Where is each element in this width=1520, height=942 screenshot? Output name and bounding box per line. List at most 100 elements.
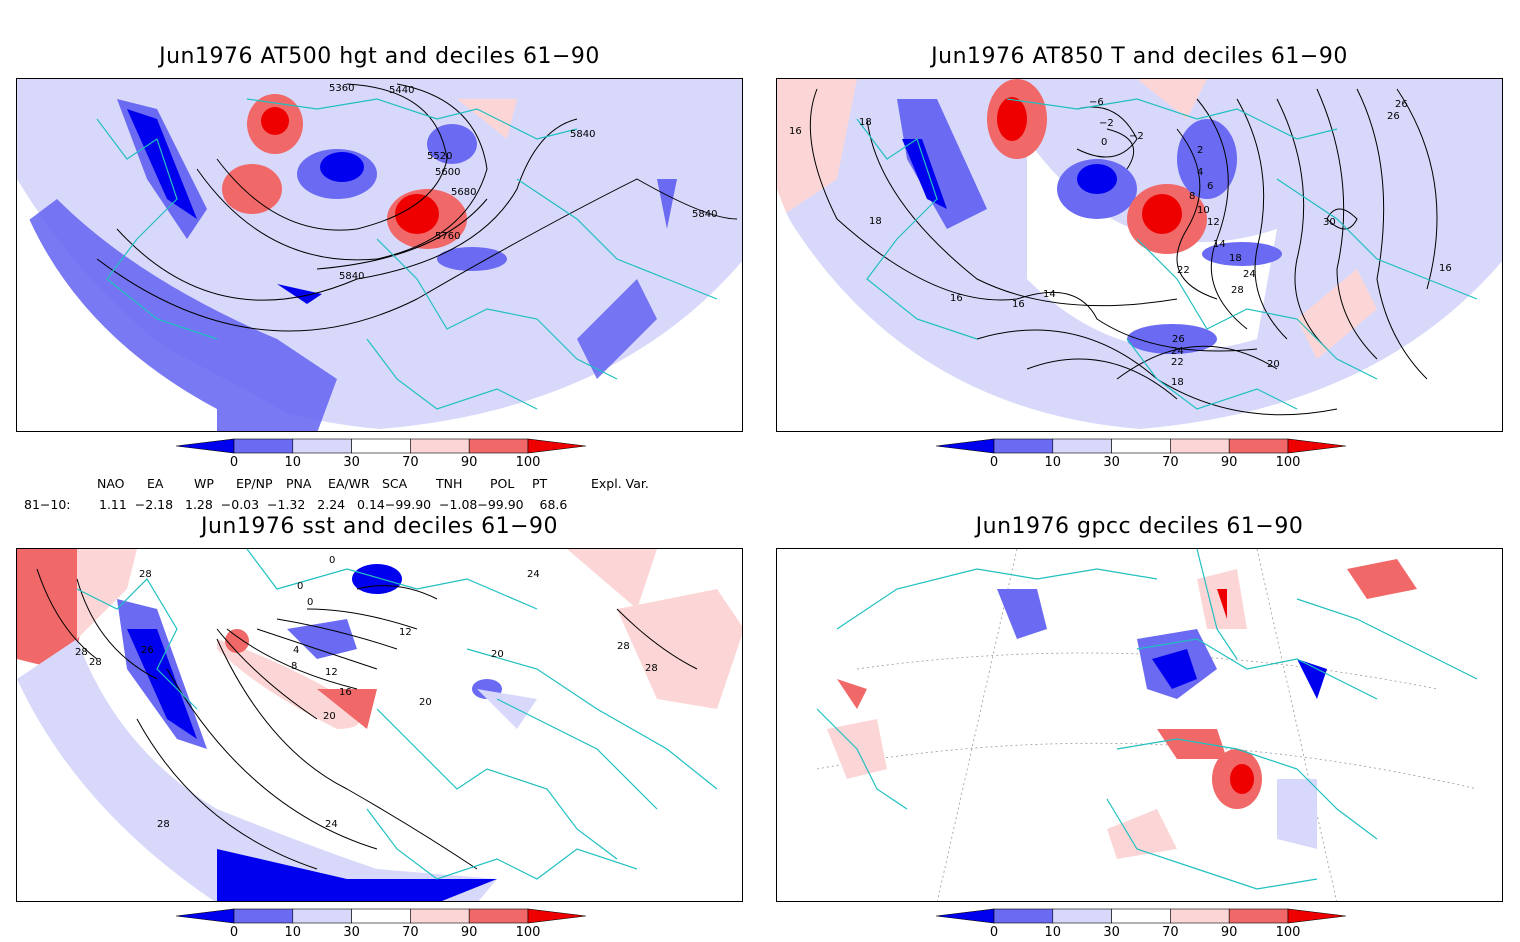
colorbar-segment [1052,438,1112,454]
contour-label: 0 [1101,137,1107,148]
colorbar-label: 100 [515,925,541,940]
colorbar-label: 90 [1220,455,1238,470]
contour-label: 24 [527,569,540,580]
colorbar-label: 100 [515,455,541,470]
colorbar-label: 10 [284,455,302,470]
contour-label: 18 [1171,377,1184,388]
contour-label: 8 [291,661,297,672]
colorbar-segment [233,438,294,454]
panel-title-hgt: Jun1976 AT500 hgt and deciles 61−90 [159,44,600,69]
colorbar-sst-svg [175,908,587,924]
contour-label: 12 [1207,217,1220,228]
colorbar-label: 70 [1162,455,1179,470]
map-hgt-svg: 5360 5440 5520 5600 5680 5760 5840 5840 … [17,79,742,431]
contour-label: 5840 [570,129,595,140]
contour-label: 5360 [329,83,354,94]
contour-label: 18 [869,216,882,227]
map-t850: 16 18 18 16 16 14 −6 −2 0 −2 2 4 6 8 10 … [776,78,1503,432]
contour-label: 0 [297,581,303,592]
colorbar-segment [468,438,529,454]
index-header: TNH [436,476,463,491]
contour-label: 5840 [692,209,717,220]
panel-title-gpcc: Jun1976 gpcc deciles 61−90 [975,514,1304,539]
contour-label: 28 [75,647,88,658]
colorbar-segment [292,908,352,924]
colorbar-label: 70 [402,455,419,470]
contour-label: −2 [1129,131,1144,142]
colorbar-label: 90 [1220,925,1238,940]
index-header: NAO [97,476,125,491]
colorbar-label: 70 [1162,925,1179,940]
colorbar-segment [233,908,294,924]
colorbar-segment [175,438,235,454]
colorbar-hgt: 0 10 30 70 90 100 [175,438,587,472]
contour-label: 16 [789,126,802,137]
contour-label: 14 [1043,289,1056,300]
contour-label: 20 [491,649,504,660]
index-header: SCA [382,476,408,491]
index-header: PT [532,476,548,491]
contour-label: 16 [950,293,963,304]
contour-label: 16 [1439,263,1452,274]
contour-label: 5440 [389,85,414,96]
contour-label: 4 [293,645,299,656]
map-t850-svg: 16 18 18 16 16 14 −6 −2 0 −2 2 4 6 8 10 … [777,79,1502,431]
colorbar-sst: 0 10 30 70 90 100 [175,908,587,942]
contour-label: 26 [141,645,154,656]
colorbar-label: 100 [1275,925,1301,940]
colorbar-segment [1170,908,1230,924]
colorbar-segment [1111,438,1171,454]
colorbar-segment [1228,438,1289,454]
colorbar-segment [1170,438,1230,454]
contour-label: 6 [1207,181,1213,192]
colorbar-segment [351,908,411,924]
colorbar-segment [935,908,995,924]
contour-label: 12 [399,627,412,638]
colorbar-t850-svg [935,438,1347,454]
colorbar-segment [527,438,587,454]
contour-label: 5520 [427,151,452,162]
panel-title-sst: Jun1976 sst and deciles 61−90 [200,514,558,539]
colorbar-gpcc: 0 10 30 70 90 100 [935,908,1347,942]
colorbar-label: 0 [989,925,999,940]
index-header: EP/NP [236,476,273,491]
colorbar-segment [527,908,587,924]
contour-label: 14 [1213,239,1226,250]
index-row-label: 81−10: [24,497,71,512]
contour-label: 0 [329,555,335,566]
colorbar-label: 90 [460,455,478,470]
contour-label: 5680 [451,187,476,198]
colorbar-segment [175,908,235,924]
map-gpcc-svg [816,549,1478,901]
contour-label: 26 [1387,111,1400,122]
colorbar-hgt-svg [175,438,587,454]
contour-label: 28 [1231,285,1244,296]
colorbar-label: 30 [343,455,360,470]
contour-label: 26 [1395,99,1408,110]
contour-label: 28 [89,657,102,668]
colorbar-label: 100 [1275,455,1301,470]
contour-label: 2 [1197,145,1203,156]
colorbar-label: 10 [284,925,302,940]
contour-label: 28 [139,569,152,580]
index-header: EA [147,476,164,491]
contour-label: 26 [1172,334,1185,345]
contour-label: 5600 [435,167,460,178]
panel-title-t850: Jun1976 AT850 T and deciles 61−90 [931,44,1348,69]
contour-label: 24 [1171,346,1184,357]
map-gpcc [776,548,1503,902]
contour-label: 0 [307,597,313,608]
contour-label: 16 [339,687,352,698]
colorbar-segment [468,908,529,924]
colorbar-t850: 0 10 30 70 90 100 [935,438,1347,472]
contour-label: 30 [1323,217,1336,228]
map-sst-svg: 28 28 28 26 0 0 0 4 8 12 16 20 20 12 20 … [17,549,742,901]
colorbar-segment [351,438,411,454]
index-values: 1.11 −2.18 1.28 −0.03 −1.32 2.24 0.14−99… [99,497,568,512]
contour-label: 16 [1012,299,1025,310]
index-header: POL [490,476,515,491]
contour-label: 28 [617,641,630,652]
contour-label: 24 [1243,269,1256,280]
contour-label: 8 [1189,191,1195,202]
colorbar-segment [292,438,352,454]
